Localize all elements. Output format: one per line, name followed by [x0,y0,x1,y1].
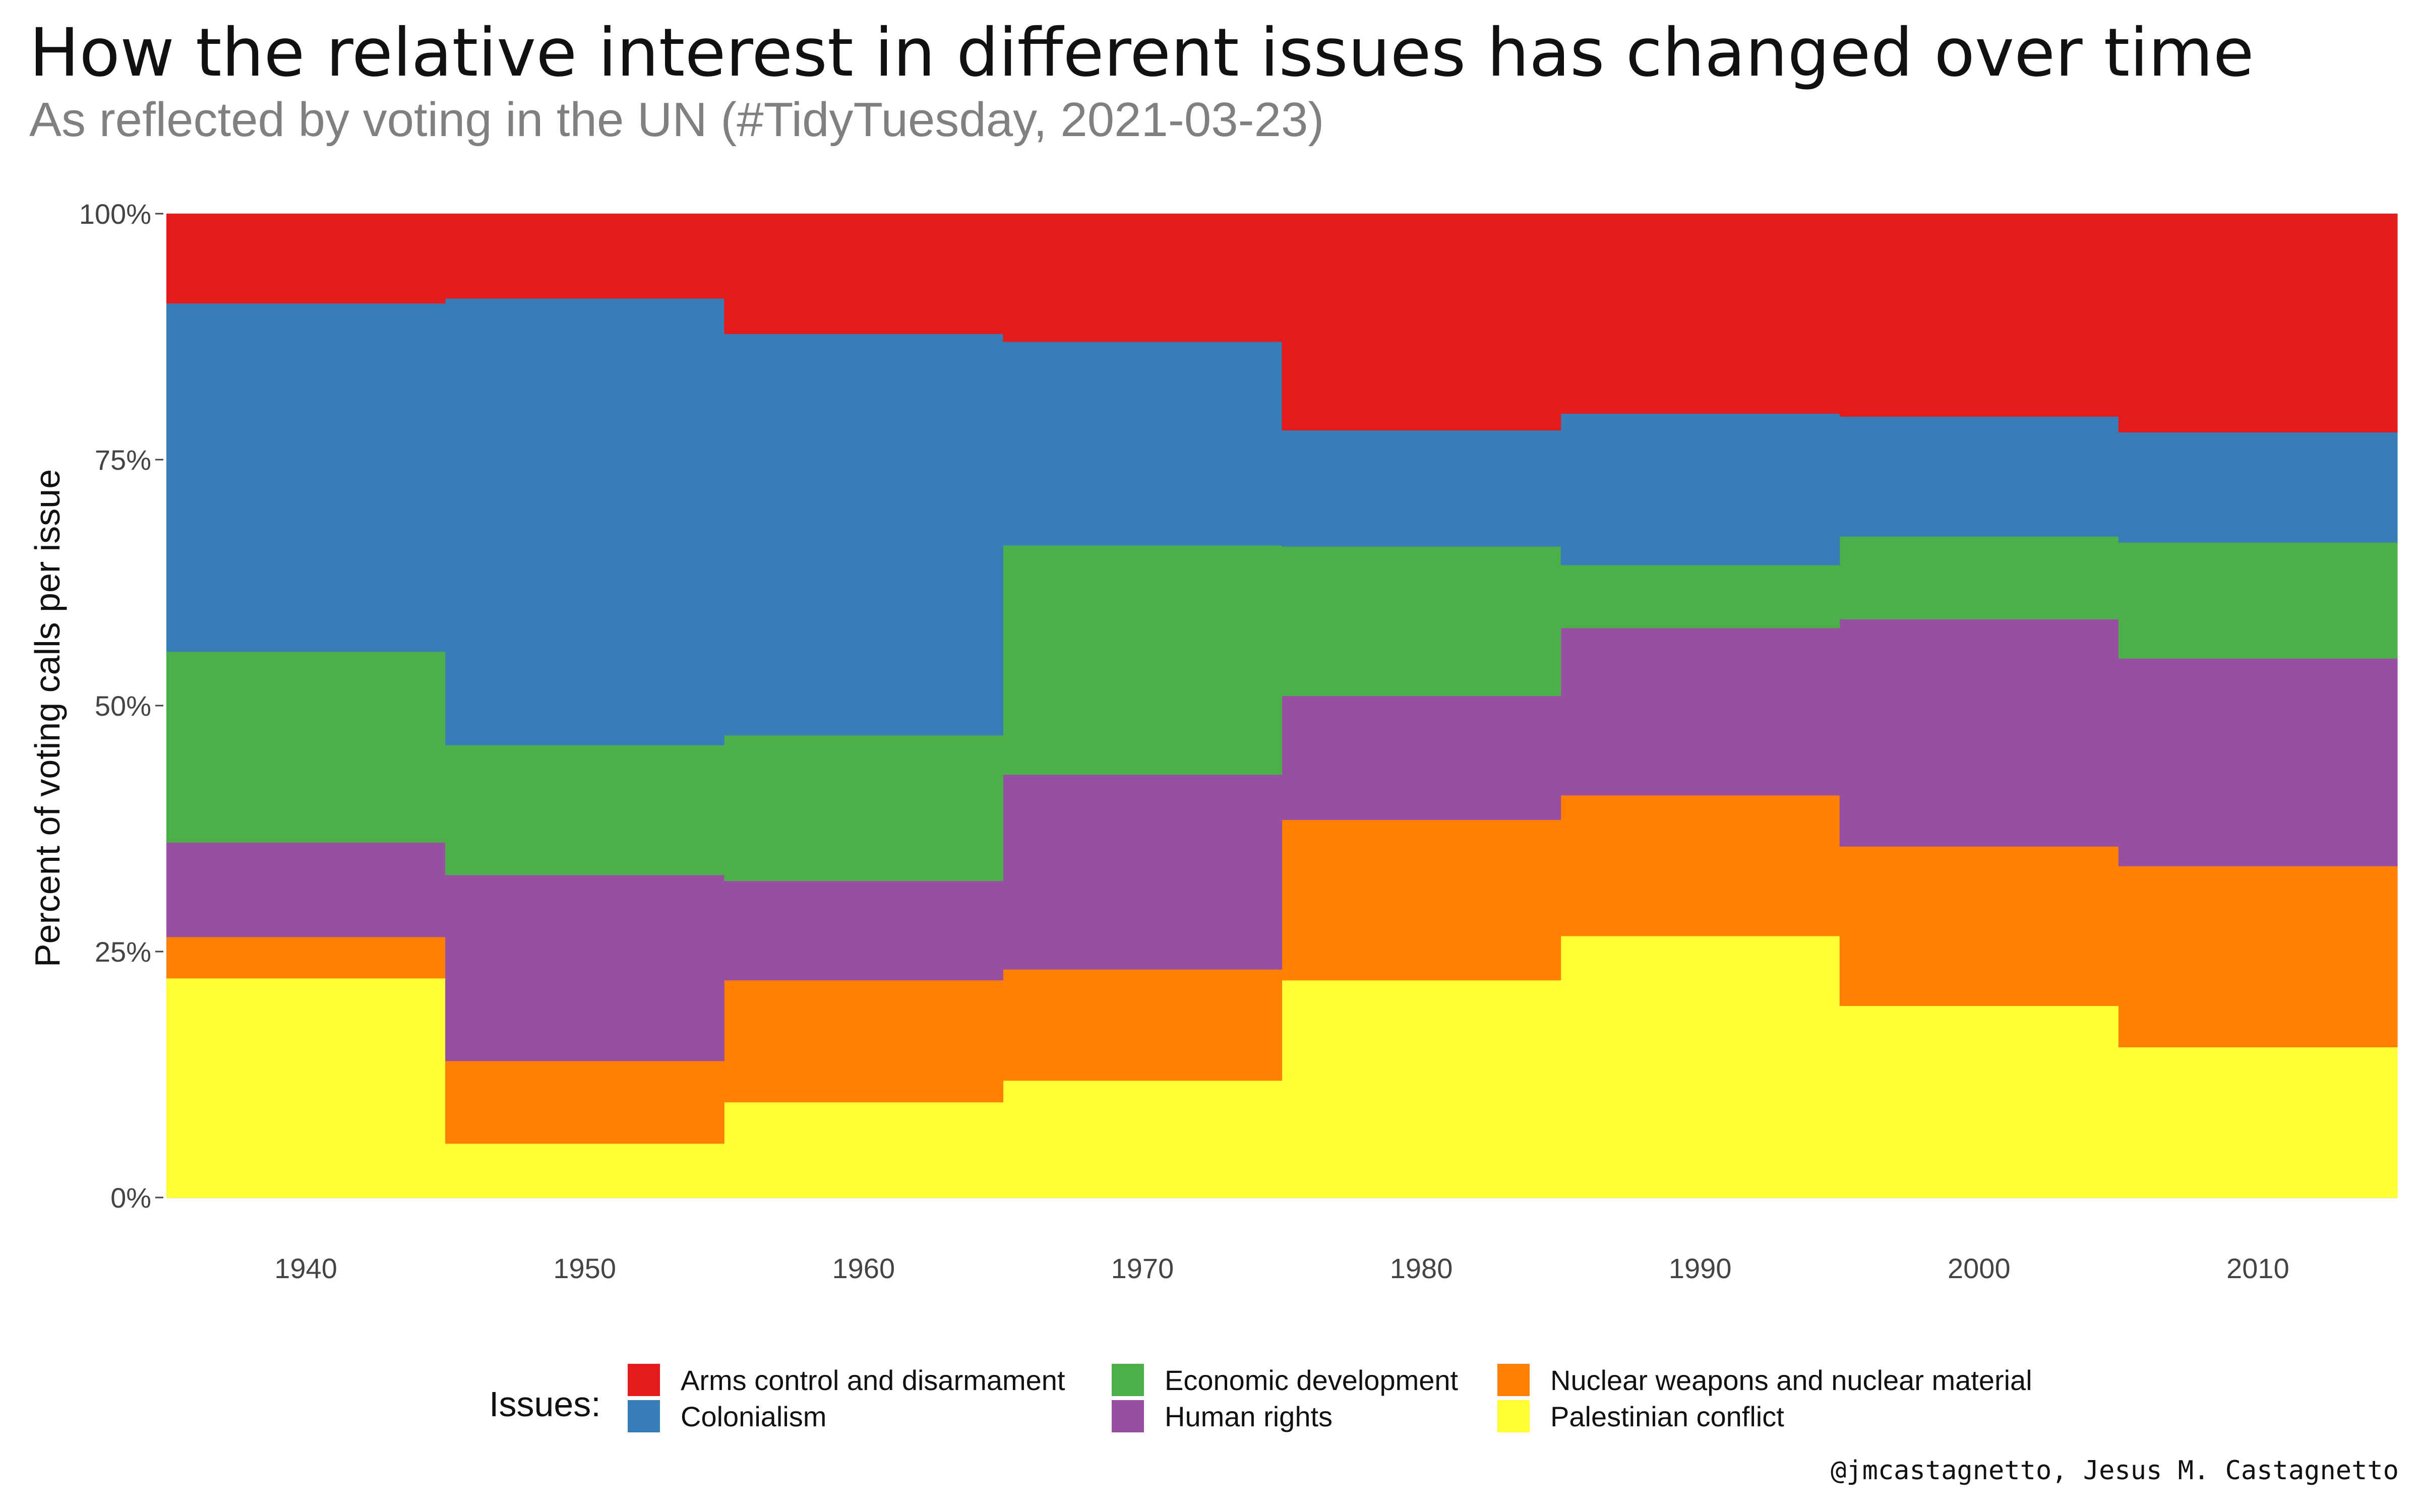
segment-economic-development-1970 [1003,545,1283,775]
segment-human-rights-1960 [724,880,1003,981]
segment-arms-control-and-disarmament-2000 [1839,214,2119,417]
segment-nuclear-weapons-and-nuclear-material-2000 [1839,846,2119,1006]
segment-nuclear-weapons-and-nuclear-material-1940 [166,936,446,979]
series-nuclear-weapons-and-nuclear-material [166,795,2398,1144]
segment-colonialism-1970 [1003,341,1283,546]
segment-economic-development-2010 [2118,542,2398,659]
segment-human-rights-1950 [445,874,724,1061]
x-axis: 1940 1950 1960 1970 1980 1990 2000 2010 [274,1252,2289,1284]
legend-item-palestinian-conflict: Palestinian conflict [1497,1400,1784,1432]
segment-economic-development-1990 [1560,564,1840,628]
series-colonialism [166,298,2398,745]
chart-subtitle: As reflected by voting in the UN (#TidyT… [29,93,1324,147]
legend-label: Human rights [1165,1401,1333,1432]
legend-item-colonialism: Colonialism [628,1400,826,1432]
segment-arms-control-and-disarmament-1970 [1003,214,1283,342]
legend-label: Colonialism [681,1401,826,1432]
legend-swatch [1497,1364,1530,1396]
segment-palestinian-conflict-1970 [1003,1080,1283,1198]
segment-palestinian-conflict-1950 [445,1143,724,1198]
y-tick-label: 75% [95,444,151,476]
y-axis: 0% 25% 50% 75% 100% [79,198,163,1214]
y-tick-label: 100% [79,198,151,230]
segment-arms-control-and-disarmament-2010 [2118,214,2398,432]
segment-nuclear-weapons-and-nuclear-material-1950 [445,1060,724,1144]
segment-palestinian-conflict-2000 [1839,1005,2119,1198]
segment-arms-control-and-disarmament-1980 [1282,214,1561,431]
x-tick-label: 1960 [832,1252,895,1284]
segment-nuclear-weapons-and-nuclear-material-2010 [2118,866,2398,1047]
legend-item-arms-control-and-disarmament: Arms control and disarmament [628,1364,1065,1396]
chart-title: How the relative interest in different i… [29,14,2254,92]
segment-economic-development-1940 [166,651,446,843]
segment-palestinian-conflict-1980 [1282,980,1561,1198]
legend: Issues: Arms control and disarmament Colo… [489,1364,2032,1432]
segment-arms-control-and-disarmament-1940 [166,214,446,304]
segment-colonialism-2000 [1839,416,2119,537]
series-economic-development [166,536,2398,881]
segment-nuclear-weapons-and-nuclear-material-1980 [1282,820,1561,981]
legend-label: Palestinian conflict [1550,1401,1784,1432]
segment-arms-control-and-disarmament-1990 [1560,214,1840,414]
legend-swatch [1112,1364,1144,1396]
segment-economic-development-1980 [1282,546,1561,697]
legend-label: Nuclear weapons and nuclear material [1550,1364,2032,1396]
legend-item-economic-development: Economic development [1112,1364,1459,1396]
y-tick-label: 0% [110,1182,151,1214]
x-tick-label: 2010 [2226,1252,2289,1284]
segment-colonialism-1950 [445,298,724,745]
x-tick-label: 1950 [553,1252,616,1284]
segment-colonialism-1940 [166,303,446,652]
segment-palestinian-conflict-1940 [166,978,446,1198]
segment-nuclear-weapons-and-nuclear-material-1960 [724,980,1003,1103]
legend-label: Economic development [1165,1364,1459,1396]
segment-human-rights-1970 [1003,774,1283,970]
y-axis-label: Percent of voting calls per issue [28,469,67,967]
series-human-rights [166,619,2398,1061]
legend-swatch [1497,1400,1530,1432]
legend-label: Arms control and disarmament [681,1364,1065,1396]
x-tick-label: 1990 [1669,1252,1732,1284]
segment-human-rights-1990 [1560,627,1840,796]
segment-palestinian-conflict-1990 [1560,935,1840,1198]
segment-palestinian-conflict-2010 [2118,1047,2398,1198]
segment-human-rights-1980 [1282,696,1561,821]
x-tick-label: 2000 [1948,1252,2011,1284]
plot-area [166,214,2398,1198]
segment-nuclear-weapons-and-nuclear-material-1970 [1003,969,1283,1081]
y-tick-label: 50% [95,690,151,722]
segment-palestinian-conflict-1960 [724,1102,1003,1198]
segment-colonialism-1980 [1282,430,1561,547]
legend-title: Issues: [489,1384,601,1424]
segment-arms-control-and-disarmament-1960 [724,214,1003,334]
x-tick-label: 1980 [1390,1252,1453,1284]
segment-colonialism-1990 [1560,413,1840,565]
segment-human-rights-2000 [1839,619,2119,847]
segment-economic-development-1960 [724,735,1003,881]
segment-colonialism-1960 [724,334,1003,736]
segment-nuclear-weapons-and-nuclear-material-1990 [1560,795,1840,936]
x-tick-label: 1940 [274,1252,337,1284]
segment-colonialism-2010 [2118,432,2398,543]
legend-swatch [628,1400,660,1432]
legend-item-human-rights: Human rights [1112,1400,1333,1432]
legend-swatch [1112,1400,1144,1432]
legend-item-nuclear-weapons-and-nuclear-material: Nuclear weapons and nuclear material [1497,1364,2032,1396]
segment-economic-development-2000 [1839,536,2119,619]
segment-arms-control-and-disarmament-1950 [445,214,724,299]
segment-human-rights-1940 [166,842,446,937]
series-palestinian-conflict [166,935,2398,1198]
segment-economic-development-1950 [445,745,724,875]
legend-swatch [628,1364,660,1396]
series-arms-control-and-disarmament [166,214,2398,432]
y-tick-label: 25% [95,936,151,968]
x-tick-label: 1970 [1111,1252,1174,1284]
caption: @jmcastagnetto, Jesus M. Castagnetto [1831,1456,2399,1486]
segment-human-rights-2010 [2118,658,2398,866]
